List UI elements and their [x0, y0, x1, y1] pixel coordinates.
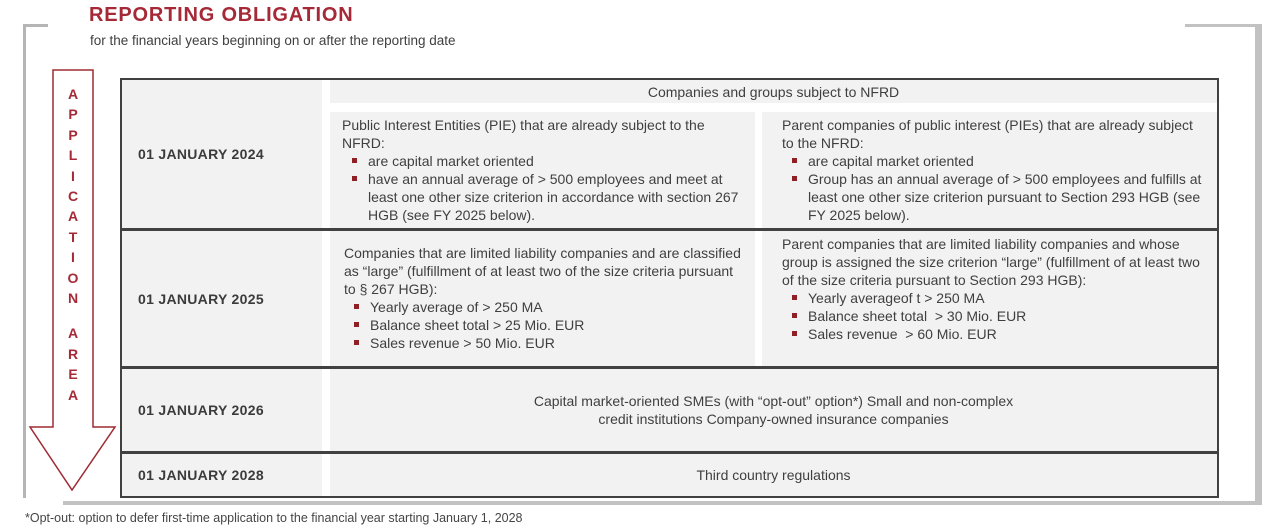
page-subtitle: for the financial years beginning on or …: [90, 33, 456, 48]
bullet-text: Sales revenue > 60 Mio. EUR: [808, 326, 997, 342]
arrow-letter: E: [68, 366, 78, 383]
arrow-letter: P: [68, 106, 78, 123]
date-2025: 01 JANUARY 2025: [122, 231, 322, 366]
cell-line: Third country regulations: [696, 467, 851, 483]
bullet-text: Yearly average of > 250 MA: [370, 299, 543, 315]
cell-2025-groups: Parent companies that are limited liabil…: [762, 231, 1217, 366]
cell-line: Capital market-oriented SMEs (with “opt-…: [533, 393, 1014, 409]
bullet-text: Balance sheet total > 30 Mio. EUR: [808, 308, 1027, 324]
row-divider: [122, 451, 1217, 454]
arrow-letter: L: [68, 147, 78, 164]
arrow-letter: A: [67, 386, 79, 403]
bullet-item: Group has an annual average of > 500 emp…: [792, 170, 1207, 224]
arrow-letter: N: [67, 290, 79, 307]
cell-2025-companies: Companies that are limited liability com…: [330, 231, 755, 366]
bullet-text: have an annual average of > 500 employee…: [368, 171, 743, 223]
cell-2026-smes: Capital market-oriented SMEs (with “opt-…: [330, 369, 1217, 451]
arrow-letter: A: [67, 208, 79, 225]
reporting-obligation-table: Companies and groups subject to NFRD 01 …: [120, 78, 1219, 498]
bullet-text: are capital market oriented: [808, 153, 974, 169]
frame-right-line: [1255, 24, 1262, 505]
cell-2024-companies: Public Interest Entities (PIE) that are …: [330, 112, 755, 228]
bullet-square-icon: [354, 340, 359, 345]
cell-2024-groups: Parent companies of public interest (PIE…: [762, 112, 1217, 228]
bullet-square-icon: [792, 176, 797, 181]
arrow-letter: O: [67, 269, 79, 286]
arrow-letter: A: [67, 325, 79, 342]
cell-2028-third-country: Third country regulations: [330, 454, 1217, 496]
bullet-item: are capital market oriented: [792, 152, 1207, 170]
arrow-letter: A: [67, 86, 79, 102]
page-title: REPORTING OBLIGATION: [89, 4, 354, 26]
down-arrow-icon: [28, 69, 117, 492]
bullet-item: Yearly average of > 250 MA: [354, 298, 745, 316]
application-area-label: A P P L I C A T I O N A R E A: [53, 84, 93, 405]
date-2028: 01 JANUARY 2028: [122, 454, 322, 496]
bullet-item: Sales revenue > 50 Mio. EUR: [354, 334, 745, 352]
bullet-text: Yearly averageof t > 250 MA: [808, 290, 985, 306]
arrow-letter: I: [71, 249, 75, 266]
bullet-item: Balance sheet total > 25 Mio. EUR: [354, 316, 745, 334]
bullet-item: Yearly averageof t > 250 MA: [792, 289, 1207, 307]
row-divider: [122, 228, 1217, 231]
bullet-square-icon: [792, 295, 797, 300]
bullet-item: Balance sheet total > 30 Mio. EUR: [792, 307, 1207, 325]
cell-intro: Parent companies that are limited liabil…: [782, 236, 1200, 288]
bullet-text: are capital market oriented: [368, 153, 534, 169]
bullet-square-icon: [352, 158, 357, 163]
frame-bottom-line: [63, 501, 1262, 505]
bullet-text: Balance sheet total > 25 Mio. EUR: [370, 317, 585, 333]
bullet-text: Group has an annual average of > 500 emp…: [808, 171, 1206, 223]
arrow-letter: T: [68, 228, 78, 245]
bullet-text: Sales revenue > 50 Mio. EUR: [370, 335, 555, 351]
bullet-item: are capital market oriented: [352, 152, 745, 170]
bullet-square-icon: [352, 176, 357, 181]
bullet-square-icon: [354, 304, 359, 309]
frame-left-line: [23, 24, 26, 498]
bullet-square-icon: [354, 322, 359, 327]
row-divider: [122, 366, 1217, 369]
date-2024: 01 JANUARY 2024: [122, 80, 322, 228]
date-2026: 01 JANUARY 2026: [122, 369, 322, 451]
table-header: Companies and groups subject to NFRD: [330, 80, 1217, 103]
bullet-item: Sales revenue > 60 Mio. EUR: [792, 325, 1207, 343]
cell-intro: Companies that are limited liability com…: [344, 245, 741, 297]
arrow-letter: C: [67, 188, 79, 205]
cell-intro: Parent companies of public interest (PIE…: [782, 117, 1193, 151]
arrow-letter: R: [67, 345, 79, 362]
bullet-item: have an annual average of > 500 employee…: [352, 170, 745, 224]
cell-line: credit institutions Company-owned insura…: [598, 411, 949, 427]
footnote: *Opt-out: option to defer first-time app…: [25, 511, 523, 525]
cell-intro: Public Interest Entities (PIE) that are …: [342, 117, 705, 151]
frame-top-left-line: [23, 24, 48, 27]
bullet-square-icon: [792, 331, 797, 336]
arrow-letter: P: [68, 126, 78, 143]
bullet-square-icon: [792, 158, 797, 163]
bullet-square-icon: [792, 313, 797, 318]
frame-top-right-line: [1185, 24, 1262, 27]
arrow-letter: I: [71, 167, 75, 184]
